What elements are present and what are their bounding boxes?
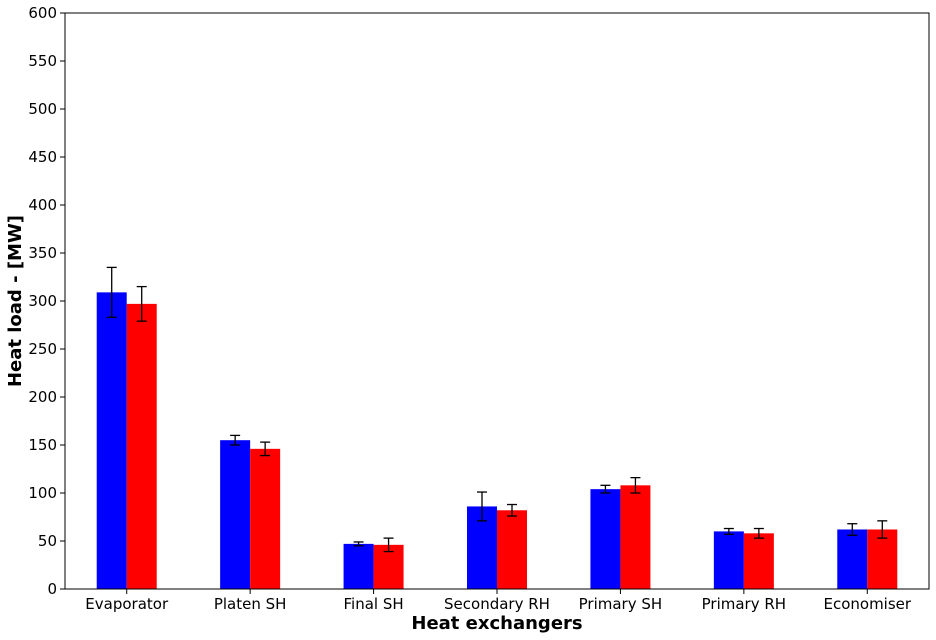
error-bar	[353, 541, 364, 547]
x-axis: Evaporator Platen SH Final SH Secondary RH P…	[85, 589, 912, 613]
x-tick-label: Platen SH	[214, 595, 287, 613]
error-bar	[136, 285, 147, 322]
error-bar	[106, 266, 117, 318]
y-tick-label: 400	[28, 196, 57, 214]
bar-series2-primary-rh	[743, 533, 774, 589]
error-bar	[507, 503, 517, 517]
y-tick-label: 550	[28, 52, 57, 70]
error-bar	[753, 527, 764, 539]
y-tick-label: 450	[28, 148, 57, 166]
bar-series1-evaporator	[96, 292, 127, 589]
error-bar	[260, 441, 271, 457]
x-tick-label: Secondary RH	[444, 595, 550, 613]
y-axis: 0 50 100 150 200 250 300 350 400 450 500 550 600	[28, 4, 65, 598]
bar-series2-economiser	[867, 529, 898, 589]
y-tick-label: 0	[47, 580, 57, 598]
y-tick-label: 200	[28, 388, 57, 406]
bar-series1-primary-sh	[590, 489, 621, 589]
error-bars-layer	[106, 266, 888, 553]
bar-series1-primary-rh	[713, 531, 744, 589]
y-tick-label: 500	[28, 100, 57, 118]
y-tick-label: 350	[28, 244, 57, 262]
y-tick-label: 150	[28, 436, 57, 454]
x-tick-label: Economiser	[823, 595, 911, 613]
bars-layer	[96, 292, 898, 589]
bar-series2-platen-sh	[250, 448, 281, 589]
y-tick-label: 250	[28, 340, 57, 358]
y-tick-label: 600	[28, 4, 57, 22]
error-bar	[477, 491, 487, 522]
error-bar	[847, 523, 858, 536]
error-bar	[230, 434, 241, 446]
y-tick-label: 300	[28, 292, 57, 310]
x-tick-label: Evaporator	[85, 595, 169, 613]
y-tick-label: 50	[38, 532, 57, 550]
bar-series2-secondary-rh	[497, 510, 527, 589]
bar-series1-economiser	[837, 529, 868, 589]
x-tick-label: Final SH	[344, 595, 404, 613]
bar-series2-evaporator	[126, 303, 157, 589]
plot-frame	[64, 12, 930, 590]
y-tick-label: 100	[28, 484, 57, 502]
error-bar	[383, 537, 394, 553]
x-axis-title: Heat exchangers	[411, 613, 582, 634]
bar-series2-primary-sh	[620, 485, 651, 589]
bar-series1-platen-sh	[220, 440, 251, 589]
y-axis-title: Heat load - [MW]	[5, 215, 26, 387]
bar-series1-final-sh	[343, 543, 374, 589]
error-bar	[600, 484, 611, 494]
error-bar	[877, 520, 888, 539]
x-tick-label: Primary SH	[579, 595, 663, 613]
error-bar	[723, 527, 734, 535]
error-bar	[630, 476, 641, 494]
x-tick-label: Primary RH	[702, 595, 786, 613]
